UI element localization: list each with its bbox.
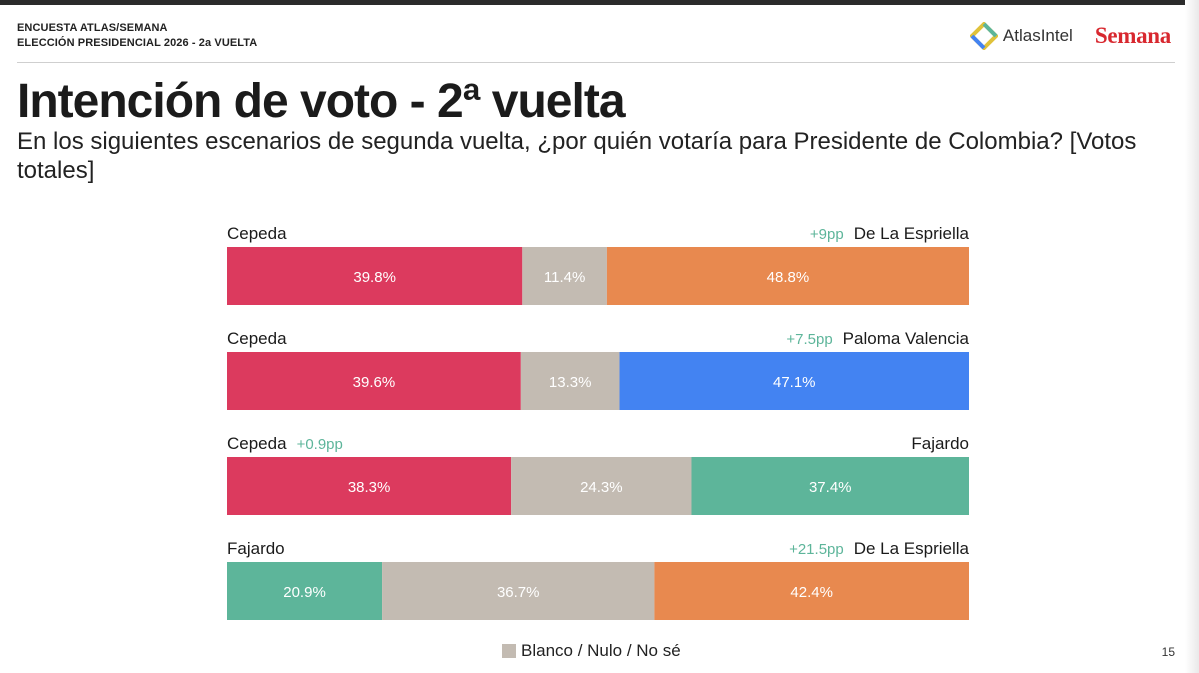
scenario-margin-label: +21.5pp xyxy=(789,541,844,558)
semana-logo: Semana xyxy=(1094,23,1171,48)
survey-subtitle: ELECCIÓN PRESIDENCIAL 2026 - 2a VUELTA xyxy=(17,37,258,49)
scenario-right-candidate: Fajardo xyxy=(911,434,969,453)
data-label: 47.1% xyxy=(773,374,816,391)
data-label: 13.3% xyxy=(549,374,592,391)
scenario-margin-label: +9pp xyxy=(810,226,844,243)
bar-segment-right xyxy=(619,352,969,410)
scenario-right-candidate: De La Espriella xyxy=(854,539,970,558)
legend: Blanco / Nulo / No sé xyxy=(502,641,681,661)
bar-segment-left xyxy=(227,247,523,305)
atlasintel-logo: AtlasIntel xyxy=(969,22,1073,50)
bar-segment-blank xyxy=(520,352,620,410)
bar-segment-left xyxy=(227,352,521,410)
header-divider xyxy=(17,62,1175,63)
scenario-right-candidate: De La Espriella xyxy=(854,224,970,243)
data-label: 39.6% xyxy=(353,374,396,391)
data-label: 42.4% xyxy=(790,584,833,601)
logos: AtlasIntel Semana xyxy=(969,22,1171,50)
bar-segment-blank xyxy=(511,457,692,515)
data-label: 37.4% xyxy=(809,479,852,496)
legend-blank-swatch xyxy=(502,644,516,658)
atlasintel-icon xyxy=(969,22,998,50)
page-number: 15 xyxy=(1161,645,1175,659)
data-label: 24.3% xyxy=(580,479,623,496)
scenario-margin-label: +7.5pp xyxy=(786,331,832,348)
bar-segment-right xyxy=(691,457,969,515)
scenario-left-candidate: Fajardo xyxy=(227,539,285,558)
data-label: 39.8% xyxy=(353,269,396,286)
top-bar xyxy=(0,0,1199,5)
atlasintel-wordmark: AtlasIntel xyxy=(1002,26,1073,45)
legend-blank-label: Blanco / Nulo / No sé xyxy=(521,641,681,660)
data-label: 36.7% xyxy=(497,584,540,601)
bar-segment-left xyxy=(227,457,512,515)
page-subtitle: En los siguientes escenarios de segunda … xyxy=(17,128,1137,184)
scenario-left-candidate: Cepeda xyxy=(227,224,287,243)
data-label: 38.3% xyxy=(348,479,391,496)
bar-segment-right xyxy=(606,247,969,305)
scenario-left-candidate: Cepeda xyxy=(227,434,287,453)
survey-header: ENCUESTA ATLAS/SEMANA ELECCIÓN PRESIDENC… xyxy=(17,21,257,51)
survey-name: ENCUESTA ATLAS/SEMANA xyxy=(17,22,168,34)
bar-segment-blank xyxy=(382,562,655,620)
data-label: 48.8% xyxy=(767,269,810,286)
bar-segment-right xyxy=(654,562,969,620)
scenario-left-candidate: Cepeda xyxy=(227,329,287,348)
scenario-right-candidate: Paloma Valencia xyxy=(843,329,970,348)
page-title: Intención de voto - 2ª vuelta xyxy=(17,75,626,128)
page-edge xyxy=(1185,0,1199,673)
bar-segment-blank xyxy=(522,247,607,305)
data-label: 20.9% xyxy=(283,584,326,601)
data-label: 11.4% xyxy=(544,269,585,286)
scenario-margin-label: +0.9pp xyxy=(297,436,343,453)
bar-segment-left xyxy=(227,562,383,620)
